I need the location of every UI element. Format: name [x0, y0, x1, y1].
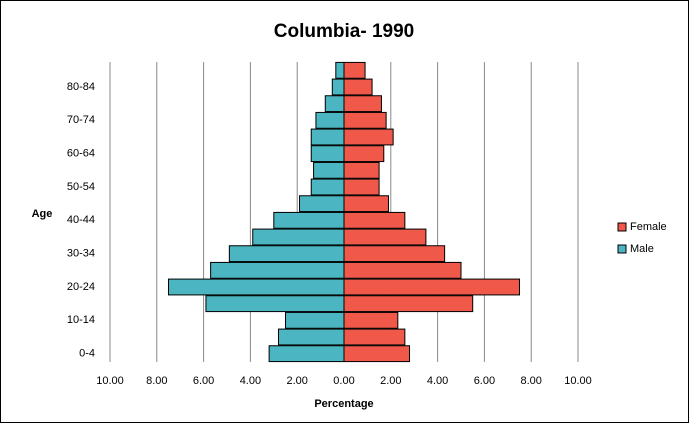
bar: [335, 61, 345, 79]
y-tick-label: 20-24: [67, 281, 95, 293]
legend-label: Female: [630, 221, 667, 233]
x-tick-label: 4.00: [240, 375, 261, 387]
bar: [315, 111, 345, 129]
x-tick-label: 2.00: [380, 375, 401, 387]
y-tick-label: 50-54: [67, 181, 95, 193]
bar: [299, 195, 345, 213]
bar: [343, 295, 474, 313]
legend-swatch: [617, 244, 627, 254]
bar: [268, 345, 345, 363]
x-tick-label: 10.00: [96, 375, 124, 387]
bar: [252, 228, 345, 246]
x-tick-label: 4.00: [427, 375, 448, 387]
x-tick-label: 8.00: [520, 375, 541, 387]
bar: [343, 245, 446, 263]
x-tick-label: 10.00: [564, 375, 592, 387]
y-tick-label: 40-44: [67, 214, 95, 226]
x-tick-label: 6.00: [193, 375, 214, 387]
bar: [273, 211, 345, 229]
bar: [343, 178, 380, 196]
y-tick-label: 70-74: [67, 114, 95, 126]
bar: [343, 311, 399, 329]
bar: [310, 128, 345, 146]
bar: [168, 278, 345, 296]
bar: [313, 161, 345, 179]
legend-label: Male: [630, 243, 654, 255]
bar: [343, 95, 382, 113]
x-tick-label: 0.00: [333, 375, 354, 387]
bar: [343, 78, 373, 96]
bar: [343, 61, 366, 79]
bar: [343, 211, 406, 229]
bar: [324, 95, 345, 113]
bar: [343, 128, 394, 146]
x-axis-label: Percentage: [314, 398, 373, 410]
bar: [343, 278, 520, 296]
x-tick-label: 8.00: [146, 375, 167, 387]
x-tick-label: 2.00: [286, 375, 307, 387]
bar: [343, 228, 427, 246]
y-tick-label: 10-14: [67, 314, 95, 326]
bar: [343, 328, 406, 346]
bar: [205, 295, 345, 313]
bar: [343, 161, 380, 179]
bar: [343, 111, 387, 129]
y-tick-label: 30-34: [67, 248, 95, 260]
chart-title: Columbia- 1990: [274, 21, 414, 42]
y-tick-label: 60-64: [67, 148, 95, 160]
bar: [310, 145, 345, 163]
x-tick-label: 6.00: [474, 375, 495, 387]
bar: [343, 195, 389, 213]
y-tick-label: 80-84: [67, 81, 95, 93]
legend-swatch: [617, 222, 627, 232]
bar: [343, 261, 462, 279]
bar: [343, 345, 411, 363]
bar: [331, 78, 345, 96]
bar: [310, 178, 345, 196]
bar: [210, 261, 345, 279]
bar: [285, 311, 345, 329]
y-axis-label: Age: [32, 208, 53, 220]
bar: [343, 145, 385, 163]
bar: [277, 328, 345, 346]
y-tick-label: 0-4: [79, 348, 95, 360]
bar: [228, 245, 345, 263]
